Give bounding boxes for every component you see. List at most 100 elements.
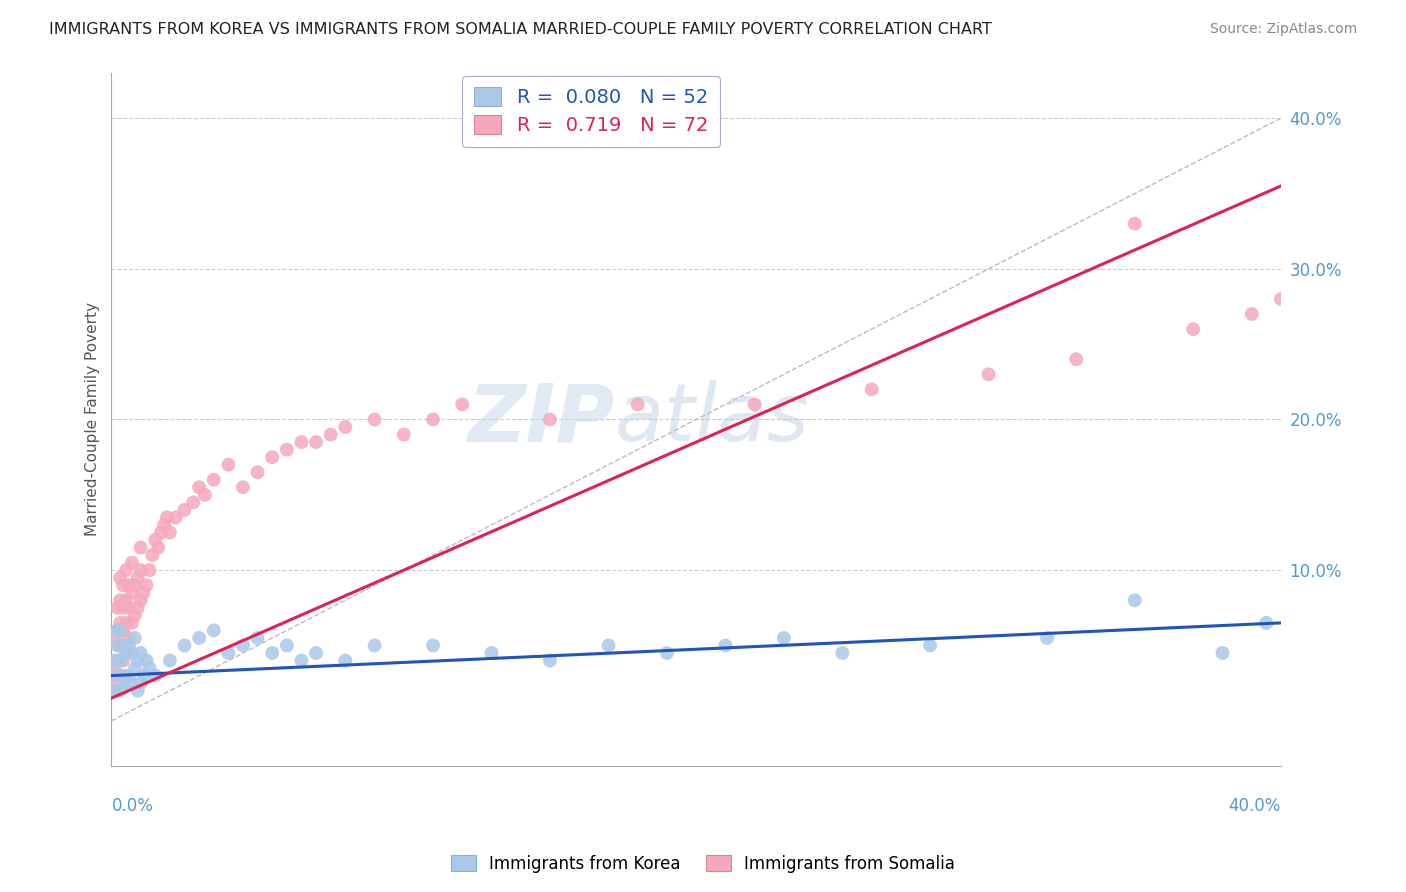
Point (188, 480, 211, 494)
Point (103, 654, 125, 668)
Point (135, 578, 157, 592)
Point (262, 646, 284, 660)
Point (115, 676, 138, 690)
Point (1064, 352, 1087, 367)
Point (173, 639, 195, 653)
Point (127, 600, 149, 615)
Text: Source: ZipAtlas.com: Source: ZipAtlas.com (1209, 22, 1357, 37)
Point (108, 615, 131, 630)
Point (202, 473, 225, 487)
Point (112, 639, 135, 653)
Point (129, 593, 152, 607)
Point (103, 661, 125, 675)
Point (127, 654, 149, 668)
Point (112, 578, 135, 592)
Point (202, 624, 225, 638)
Point (108, 654, 131, 668)
Point (188, 631, 211, 645)
Point (217, 646, 239, 660)
Point (714, 639, 737, 653)
Point (127, 571, 149, 585)
Point (112, 668, 135, 682)
Point (1211, 646, 1233, 660)
Point (124, 661, 146, 675)
Point (105, 676, 128, 690)
Point (392, 427, 415, 442)
Point (920, 639, 942, 653)
Point (538, 412, 561, 426)
Text: atlas: atlas (614, 381, 808, 458)
Point (262, 450, 284, 465)
Point (124, 608, 146, 623)
Point (276, 639, 298, 653)
Point (108, 639, 131, 653)
Point (135, 654, 157, 668)
Point (232, 639, 254, 653)
Point (422, 639, 444, 653)
Legend: R =  0.080   N = 52, R =  0.719   N = 72: R = 0.080 N = 52, R = 0.719 N = 72 (463, 76, 720, 147)
Point (112, 654, 135, 668)
Y-axis label: Married-Couple Family Poverty: Married-Couple Family Poverty (86, 302, 100, 536)
Point (108, 571, 131, 585)
Point (363, 412, 385, 426)
Point (232, 480, 254, 494)
Point (115, 563, 138, 577)
Point (108, 668, 131, 682)
Point (124, 631, 146, 645)
Point (108, 624, 131, 638)
Point (121, 615, 143, 630)
Point (194, 488, 217, 502)
Point (105, 639, 128, 653)
Point (150, 525, 173, 540)
Point (105, 600, 128, 615)
Point (129, 646, 152, 660)
Point (627, 397, 650, 411)
Point (124, 578, 146, 592)
Point (141, 548, 163, 562)
Point (860, 383, 883, 397)
Point (276, 442, 298, 457)
Point (121, 586, 143, 600)
Point (121, 676, 143, 690)
Point (305, 646, 328, 660)
Point (156, 510, 179, 524)
Point (181, 495, 204, 509)
Point (305, 435, 328, 450)
Point (118, 639, 141, 653)
Point (538, 654, 561, 668)
Point (290, 654, 312, 668)
Point (105, 654, 128, 668)
Point (138, 661, 160, 675)
Point (118, 578, 141, 592)
Point (118, 668, 141, 682)
Point (1123, 593, 1146, 607)
Point (319, 427, 342, 442)
Point (159, 654, 181, 668)
Point (127, 683, 149, 698)
Point (159, 525, 181, 540)
Point (1256, 615, 1278, 630)
Point (148, 541, 170, 555)
Point (217, 458, 239, 472)
Point (598, 639, 620, 653)
Point (246, 631, 269, 645)
Point (1036, 631, 1059, 645)
Point (118, 600, 141, 615)
Point (1270, 292, 1292, 306)
Point (105, 624, 128, 638)
Point (1123, 217, 1146, 231)
Point (132, 586, 155, 600)
Point (143, 668, 166, 682)
Point (422, 412, 444, 426)
Point (831, 646, 853, 660)
Point (481, 646, 503, 660)
Point (121, 556, 143, 570)
Point (121, 646, 143, 660)
Point (451, 397, 474, 411)
Point (108, 593, 131, 607)
Point (132, 668, 155, 682)
Point (115, 646, 138, 660)
Legend: Immigrants from Korea, Immigrants from Somalia: Immigrants from Korea, Immigrants from S… (444, 848, 962, 880)
Point (112, 624, 135, 638)
Point (103, 683, 125, 698)
